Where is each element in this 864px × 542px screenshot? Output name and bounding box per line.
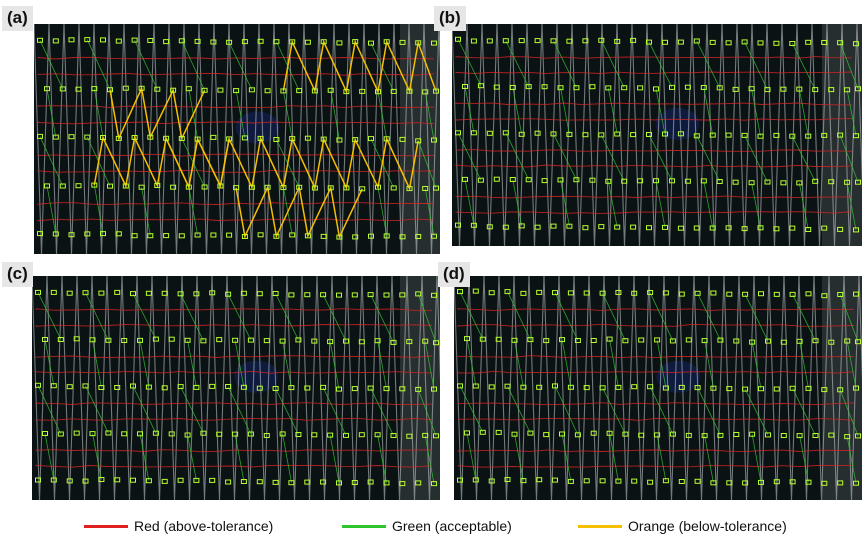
green-links bbox=[459, 291, 859, 484]
node-markers bbox=[457, 288, 861, 486]
node-markers bbox=[37, 37, 439, 240]
green-links bbox=[37, 292, 437, 484]
legend-label-green: Green (acceptable) bbox=[392, 518, 512, 534]
legend-label-red: Red (above-tolerance) bbox=[134, 518, 274, 534]
legend-item-red: Red (above-tolerance) bbox=[84, 518, 273, 534]
panel-a-image bbox=[34, 24, 440, 254]
panel-c bbox=[32, 276, 440, 500]
legend-swatch-green bbox=[342, 524, 386, 528]
panel-d-image bbox=[454, 276, 862, 500]
node-markers bbox=[455, 36, 861, 233]
panel-d bbox=[454, 276, 862, 500]
panel-label-b: (b) bbox=[434, 6, 466, 31]
panel-b bbox=[452, 24, 862, 246]
red-lines bbox=[35, 308, 433, 468]
panel-a bbox=[34, 24, 440, 254]
fabric-texture bbox=[34, 24, 440, 254]
red-lines bbox=[457, 308, 855, 468]
fabric-edge bbox=[822, 24, 862, 246]
fabric-texture bbox=[454, 276, 862, 500]
node-markers bbox=[35, 289, 439, 487]
legend-label-orange: Orange (below-tolerance) bbox=[628, 518, 787, 534]
panel-c-image bbox=[32, 276, 440, 500]
legend-swatch-orange bbox=[578, 524, 622, 528]
orange-links bbox=[93, 39, 437, 240]
legend: Red (above-tolerance) Green (acceptable)… bbox=[0, 510, 864, 540]
panel-b-image bbox=[452, 24, 862, 246]
green-links bbox=[457, 39, 859, 230]
fabric-edge bbox=[400, 276, 440, 500]
panel-label-a: (a) bbox=[2, 6, 33, 31]
legend-item-green: Green (acceptable) bbox=[342, 518, 512, 534]
legend-item-orange: Orange (below-tolerance) bbox=[578, 518, 787, 534]
panel-label-d: (d) bbox=[438, 262, 470, 287]
legend-swatch-red bbox=[84, 524, 128, 528]
red-lines bbox=[455, 56, 853, 214]
panel-label-c: (c) bbox=[2, 262, 33, 287]
